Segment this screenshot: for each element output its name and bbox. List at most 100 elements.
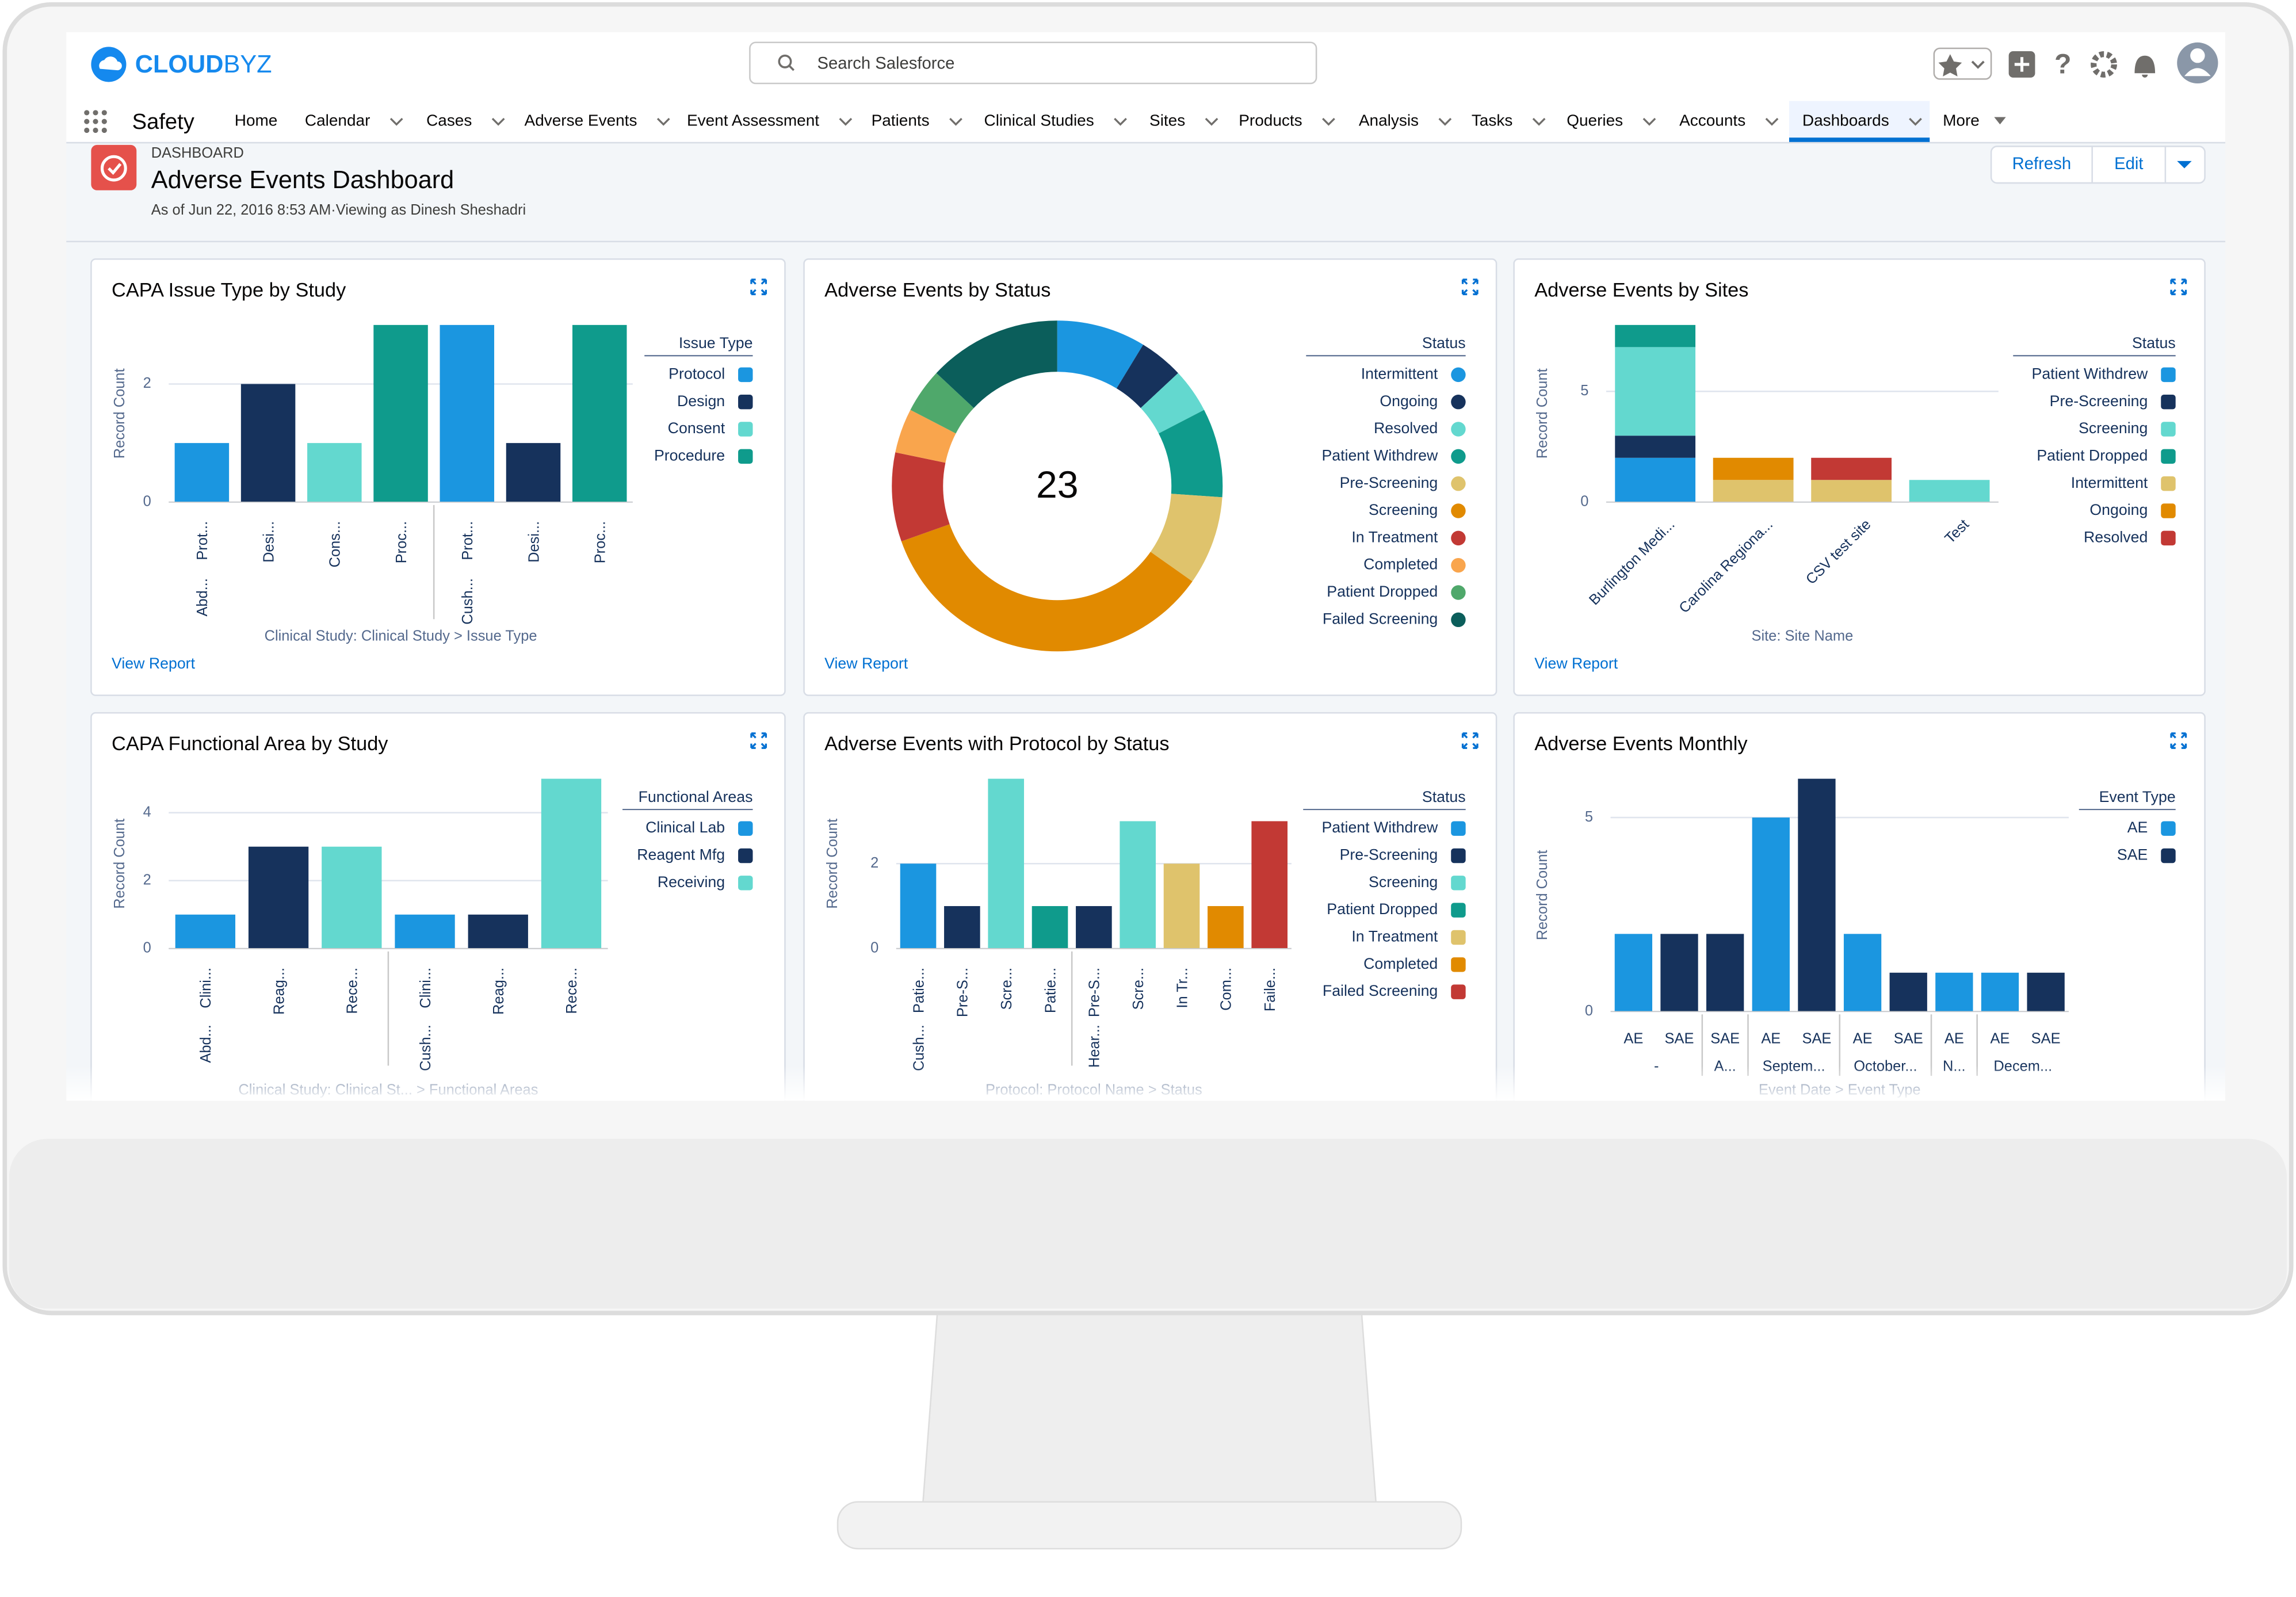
nav-chevron[interactable] (1909, 117, 1922, 126)
legend-label: Completed (1363, 556, 1438, 573)
bar (1811, 457, 1892, 480)
expand-icon[interactable] (750, 278, 767, 296)
nav-chevron[interactable] (1532, 117, 1546, 126)
nav-chevron[interactable] (491, 117, 505, 126)
expand-icon[interactable] (750, 732, 767, 749)
screen: CLOUD Search Salesforce ? Safety BYZ Home… (66, 32, 2226, 1101)
nav-item[interactable]: Home (235, 112, 278, 129)
nav-chevron[interactable] (389, 117, 403, 126)
nav-item[interactable]: Tasks (1472, 112, 1513, 129)
app-launcher-dot[interactable] (93, 110, 98, 116)
x-tick-label: AE (1853, 1030, 1873, 1046)
nav-chevron[interactable] (1322, 117, 1335, 126)
nav-item[interactable]: Accounts (1679, 112, 1745, 129)
bar (373, 324, 428, 502)
bar (1889, 972, 1927, 1012)
nav-chevron[interactable] (1114, 117, 1127, 126)
y-tick-label: 0 (143, 940, 151, 956)
legend-swatch (738, 367, 753, 383)
donut-slice (892, 452, 950, 542)
x-tick-label: Proc... (593, 521, 609, 564)
nav-item[interactable]: Event Assessment (687, 112, 819, 129)
legend-swatch (1451, 821, 1466, 836)
refresh-button[interactable]: Refresh (2012, 155, 2071, 173)
legend-label: Protocol (668, 365, 725, 382)
nav-item[interactable]: Patients (872, 112, 930, 129)
bar (2027, 972, 2065, 1012)
legend-swatch (1451, 612, 1466, 628)
bar (506, 443, 561, 502)
y-axis-label: Record Count (1534, 368, 1550, 459)
help-icon[interactable]: ? (2054, 48, 2072, 79)
app-launcher-dot[interactable] (84, 119, 90, 124)
app-launcher-dot[interactable] (101, 119, 107, 124)
x-tick-label: Patie... (1042, 968, 1059, 1013)
nav-chevron[interactable] (1642, 117, 1656, 126)
bar (1615, 457, 1696, 502)
legend-swatch (738, 394, 753, 410)
nav-chevron[interactable] (1765, 117, 1779, 126)
expand-icon[interactable] (2170, 278, 2187, 296)
view-report-link[interactable]: View Report (824, 655, 908, 672)
app-launcher-dot[interactable] (101, 127, 107, 133)
app-launcher-dot[interactable] (93, 119, 98, 124)
x-tick-label: Cons... (327, 521, 343, 568)
nav-chevron[interactable] (1994, 117, 2006, 125)
app-launcher-dot[interactable] (93, 127, 98, 133)
group-label: Cush... (460, 578, 476, 625)
nav-item[interactable]: Adverse Events (525, 112, 637, 129)
x-tick-label: Desi... (261, 521, 277, 563)
nav-item[interactable]: Queries (1567, 112, 1623, 129)
legend-swatch (1451, 903, 1466, 918)
nav-chevron[interactable] (656, 117, 670, 126)
view-report-link[interactable]: View Report (1534, 655, 1618, 672)
legend-swatch (1451, 930, 1466, 945)
legend-label: Intermittent (2071, 474, 2148, 491)
legend-label: Patient Withdrew (1321, 819, 1438, 836)
nav-item[interactable]: Analysis (1359, 112, 1419, 129)
edit-button[interactable]: Edit (2114, 155, 2143, 173)
nav-item[interactable]: Dashboards (1802, 112, 1889, 129)
monitor-neck (922, 1313, 1377, 1509)
settings-icon[interactable] (2091, 51, 2117, 78)
nav-item[interactable]: Clinical Studies (984, 112, 1094, 129)
app-launcher-dot[interactable] (84, 110, 90, 116)
legend-label: Procedure (654, 446, 725, 464)
legend-label: Resolved (1374, 419, 1438, 437)
nav-item[interactable]: Cases (426, 112, 472, 129)
app-launcher-dot[interactable] (84, 127, 90, 133)
expand-icon[interactable] (1461, 732, 1479, 749)
menu-button[interactable] (2177, 161, 2192, 169)
search-box[interactable] (749, 41, 1317, 85)
legend-label: Failed Screening (1323, 610, 1438, 627)
expand-icon[interactable] (1461, 278, 1479, 296)
legend-swatch (1451, 394, 1466, 410)
nav-chevron[interactable] (839, 117, 853, 126)
group-label: Cush... (911, 1025, 927, 1071)
nav-chevron[interactable] (1205, 117, 1218, 126)
search-placeholder[interactable]: Search Salesforce (817, 55, 954, 73)
nav-item[interactable]: More (1943, 112, 1980, 129)
expand-icon[interactable] (2170, 732, 2187, 749)
x-tick-label: Faile... (1262, 968, 1278, 1011)
app-launcher-dot[interactable] (101, 110, 107, 116)
nav-item[interactable]: Calendar (305, 112, 370, 129)
monitor-base (836, 1501, 1462, 1550)
x-tick-label: Reag... (271, 968, 287, 1015)
bar (322, 846, 382, 949)
bell-icon[interactable] (2134, 55, 2156, 78)
legend-swatch (1451, 557, 1466, 573)
view-report-link[interactable]: View Report (112, 655, 196, 672)
nav-item[interactable]: Sites (1149, 112, 1185, 129)
bar (174, 443, 230, 502)
donut-slice (895, 410, 956, 463)
legend-label: Screening (1369, 873, 1438, 891)
nav-chevron[interactable] (1438, 117, 1452, 126)
legend-swatch (2161, 422, 2176, 437)
nav-chevron[interactable] (949, 117, 962, 126)
legend-swatch (2161, 476, 2176, 491)
legend-title: Status (1422, 788, 1466, 805)
nav-item[interactable]: Products (1239, 112, 1302, 129)
bar (1706, 934, 1744, 1012)
bar (248, 846, 309, 949)
